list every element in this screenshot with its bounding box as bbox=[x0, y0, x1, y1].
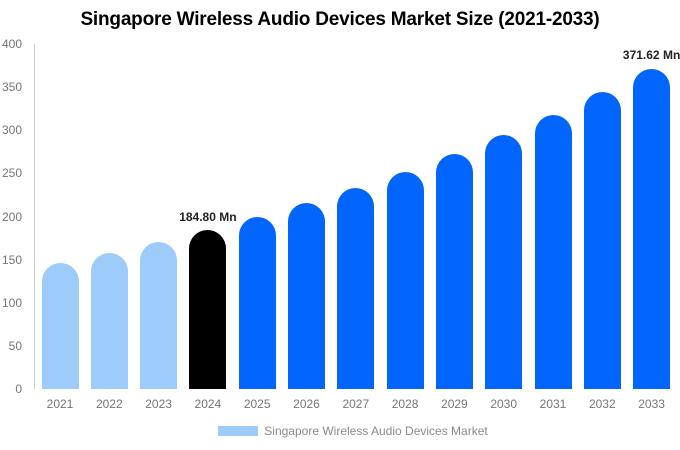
bar-2030[interactable] bbox=[485, 135, 523, 389]
x-axis-label-2021: 2021 bbox=[46, 397, 74, 411]
y-axis-tick-label-300: 300 bbox=[1, 123, 22, 138]
value-label-2024: 184.80 Mn bbox=[179, 209, 237, 224]
y-axis-tick-label-400: 400 bbox=[1, 37, 22, 51]
bar-2029[interactable] bbox=[435, 154, 473, 389]
x-axis-label-2025: 2025 bbox=[243, 397, 271, 411]
plot-area: 184.80 Mn 371.62 Mn bbox=[34, 44, 680, 389]
x-axis-label-2023: 2023 bbox=[145, 397, 172, 411]
bar-2032[interactable] bbox=[583, 92, 621, 389]
x-axis-label-2024: 2024 bbox=[194, 397, 222, 411]
y-axis-tick-label-0: 0 bbox=[15, 382, 22, 396]
bar-2028[interactable] bbox=[386, 171, 424, 389]
bar-2027[interactable] bbox=[337, 187, 375, 389]
legend-label[interactable]: Singapore Wireless Audio Devices Market bbox=[264, 424, 488, 438]
bar-2025[interactable] bbox=[238, 216, 276, 389]
bar-2024[interactable] bbox=[189, 229, 227, 389]
x-axis-label-2027: 2027 bbox=[342, 397, 370, 411]
x-axis-label-2031: 2031 bbox=[539, 397, 567, 411]
x-axis-label-2030: 2030 bbox=[490, 397, 518, 411]
x-axis-label-2028: 2028 bbox=[391, 397, 419, 411]
y-axis: 0 50 100 150 200 250 300 350 400 bbox=[0, 0, 30, 450]
y-axis-line bbox=[34, 44, 35, 389]
value-label-2033: 371.62 Mn bbox=[622, 48, 680, 63]
y-axis-tick-label-50: 50 bbox=[8, 338, 22, 353]
x-axis-label-2026: 2026 bbox=[293, 397, 320, 411]
chart-title: Singapore Wireless Audio Devices Market … bbox=[80, 9, 600, 30]
legend-swatch[interactable] bbox=[218, 426, 259, 436]
bar-2026[interactable] bbox=[288, 202, 325, 389]
x-axis-label-2029: 2029 bbox=[441, 397, 468, 411]
legend: Singapore Wireless Audio Devices Market bbox=[34, 424, 672, 438]
x-axis-label-2033: 2033 bbox=[638, 397, 665, 411]
x-axis-label-2022: 2022 bbox=[95, 397, 123, 411]
bar-2022[interactable] bbox=[90, 252, 128, 389]
y-axis-tick-label-250: 250 bbox=[1, 166, 22, 181]
y-axis-tick-label-100: 100 bbox=[1, 295, 22, 310]
y-axis-tick-label-200: 200 bbox=[1, 209, 22, 224]
bar-2033[interactable] bbox=[633, 68, 671, 389]
y-axis-tick-label-150: 150 bbox=[1, 252, 22, 267]
y-axis-tick-label-350: 350 bbox=[1, 80, 22, 95]
bar-2021[interactable] bbox=[41, 262, 79, 389]
x-axis-label-2032: 2032 bbox=[588, 397, 616, 411]
bar-2031[interactable] bbox=[534, 114, 572, 389]
bar-2023[interactable] bbox=[140, 241, 178, 389]
